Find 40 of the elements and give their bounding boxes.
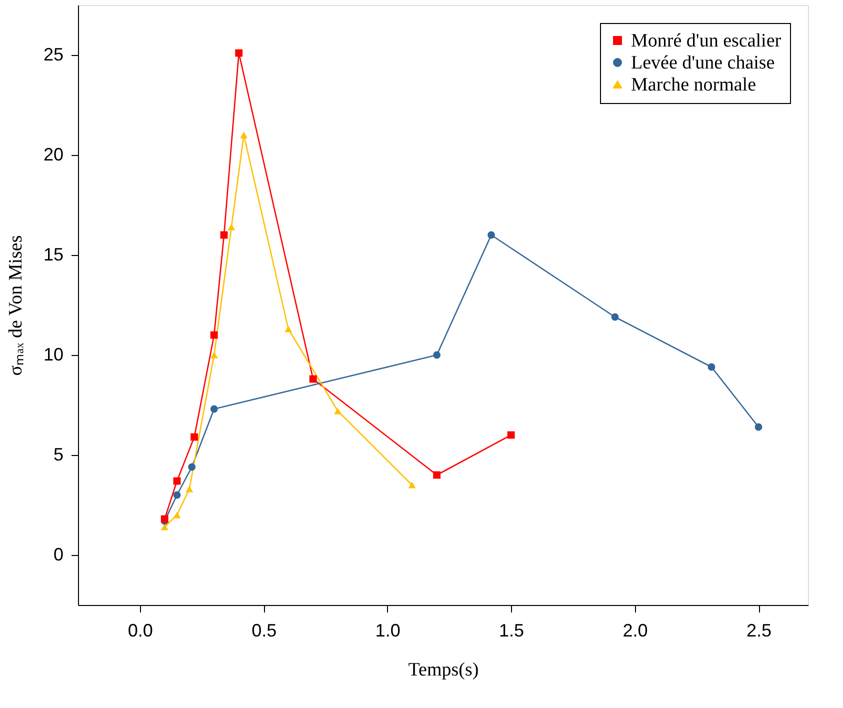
point [190, 433, 198, 441]
point [235, 49, 243, 57]
point [507, 431, 515, 439]
x-tick-label: 0.0 [128, 620, 153, 640]
point [408, 482, 416, 488]
x-tick-label: 2.0 [622, 620, 648, 640]
legend-label: Levée d'une chaise [631, 52, 775, 74]
point [173, 512, 181, 518]
point [611, 313, 619, 321]
point [188, 463, 196, 471]
y-axis-title: σₘₐₓ de Von Mises [5, 235, 26, 376]
x-tick-label: 1.5 [499, 620, 524, 640]
point [284, 326, 292, 332]
point [228, 224, 236, 230]
y-tick-label: 20 [43, 144, 64, 164]
legend-label: Marche normale [631, 74, 756, 96]
y-tick-label: 15 [43, 244, 64, 264]
x-tick-label: 2.5 [746, 620, 772, 640]
point [210, 331, 218, 339]
point [160, 524, 168, 530]
x-axis-title: Temps(s) [408, 660, 479, 680]
point [309, 375, 317, 383]
legend-label: Monré d'un escalier [631, 30, 782, 52]
x-tick-label: 0.5 [252, 620, 277, 640]
point [334, 408, 342, 414]
point [488, 231, 495, 239]
point [173, 491, 181, 499]
x-tick-label: 1.0 [375, 620, 400, 640]
y-tick-label: 10 [43, 344, 64, 364]
point [210, 405, 218, 413]
point [708, 363, 716, 371]
point [754, 423, 762, 431]
y-tick-label: 0 [53, 544, 64, 564]
point [433, 471, 441, 479]
point [210, 352, 218, 358]
y-tick-label: 5 [53, 444, 64, 464]
point [240, 132, 248, 138]
point [433, 351, 441, 359]
y-tick-label: 25 [43, 44, 64, 64]
point [186, 486, 194, 492]
